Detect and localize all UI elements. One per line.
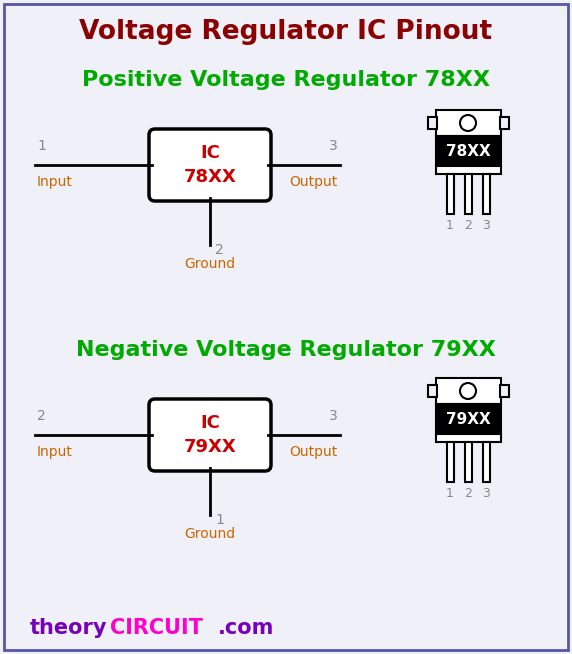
Text: 3: 3 — [329, 139, 338, 153]
Text: 79XX: 79XX — [446, 411, 490, 426]
Text: Ground: Ground — [184, 527, 236, 541]
Text: 2: 2 — [464, 487, 472, 500]
Bar — [435, 434, 500, 442]
Bar — [447, 442, 454, 482]
Text: 1: 1 — [215, 513, 224, 527]
Text: 2: 2 — [37, 409, 46, 423]
Text: 3: 3 — [482, 487, 490, 500]
Text: 78XX: 78XX — [446, 143, 490, 158]
FancyBboxPatch shape — [149, 129, 271, 201]
Text: Negative Voltage Regulator 79XX: Negative Voltage Regulator 79XX — [76, 340, 496, 360]
Circle shape — [460, 115, 476, 131]
Text: Output: Output — [290, 445, 338, 459]
Text: IC
79XX: IC 79XX — [184, 413, 236, 456]
Text: Voltage Regulator IC Pinout: Voltage Regulator IC Pinout — [80, 19, 492, 45]
Bar — [499, 117, 509, 129]
Text: IC
78XX: IC 78XX — [184, 143, 236, 186]
Bar — [427, 385, 436, 397]
Text: .com: .com — [218, 618, 275, 638]
Text: 2: 2 — [464, 219, 472, 232]
Text: 1: 1 — [446, 487, 454, 500]
Bar — [435, 110, 500, 136]
Text: Input: Input — [37, 445, 73, 459]
Text: 3: 3 — [329, 409, 338, 423]
Bar — [427, 117, 436, 129]
Text: 1: 1 — [37, 139, 46, 153]
Text: 3: 3 — [482, 219, 490, 232]
Text: Input: Input — [37, 175, 73, 189]
Text: Ground: Ground — [184, 257, 236, 271]
Bar — [447, 174, 454, 214]
Bar — [499, 385, 509, 397]
Bar — [464, 442, 471, 482]
Bar — [435, 136, 500, 166]
Text: CIRCUIT: CIRCUIT — [110, 618, 203, 638]
Text: 2: 2 — [215, 243, 224, 257]
Text: Output: Output — [290, 175, 338, 189]
Text: theory: theory — [30, 618, 108, 638]
Bar — [483, 442, 490, 482]
FancyBboxPatch shape — [149, 399, 271, 471]
Circle shape — [460, 383, 476, 399]
Text: 1: 1 — [446, 219, 454, 232]
Bar — [435, 166, 500, 174]
Bar — [435, 404, 500, 434]
Bar — [435, 378, 500, 404]
Bar — [464, 174, 471, 214]
Bar — [483, 174, 490, 214]
Text: Positive Voltage Regulator 78XX: Positive Voltage Regulator 78XX — [82, 70, 490, 90]
